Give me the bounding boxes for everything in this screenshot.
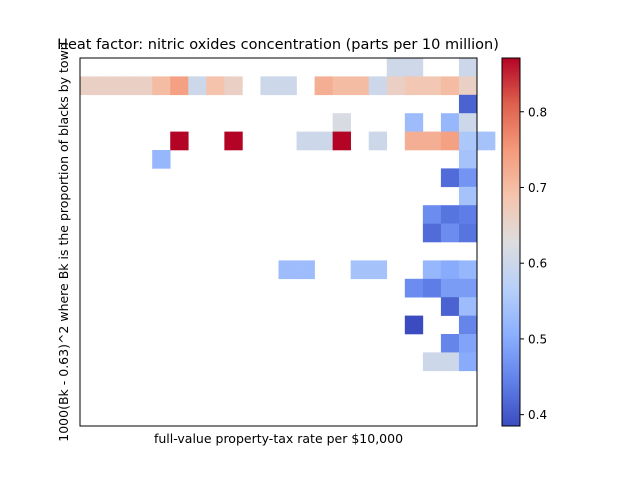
heatmap-cell [422, 352, 442, 372]
heatmap-cell [458, 131, 478, 151]
heatmap-cell [458, 334, 478, 353]
heatmap-cell [440, 113, 460, 132]
heatmap-cell [422, 76, 442, 96]
heatmap-cell [260, 76, 279, 96]
heatmap-cell [458, 58, 478, 77]
colorbar-tick-label: 0.4 [528, 408, 547, 422]
heatmap-cell [458, 168, 478, 188]
heatmap-cell [332, 113, 351, 132]
heatmap-cell [458, 260, 478, 280]
heatmap-cell [422, 205, 442, 224]
heatmap-cell [332, 131, 351, 151]
heatmap-cell [404, 76, 424, 96]
heatmap-cell [170, 76, 189, 96]
heatmap-cell [188, 76, 207, 96]
colorbar-ticks: 0.4 0.5 0.6 0.7 0.8 [520, 105, 547, 422]
colorbar-tick-label: 0.7 [528, 181, 547, 195]
heatmap-cell [332, 76, 351, 96]
y-axis-label: 1000(Bk - 0.63)^2 where Bk is the propor… [56, 42, 71, 441]
x-axis-label: full-value property-tax rate per $10,000 [154, 431, 403, 446]
heatmap-cell [404, 113, 424, 132]
heatmap-cell [80, 76, 99, 96]
heatmap-cell [458, 76, 478, 96]
heatmap-cell [152, 150, 171, 169]
heatmap-cell [440, 223, 460, 243]
heatmap-cell [458, 297, 478, 316]
heatmap-cell [350, 76, 370, 96]
heatmap-cell [350, 260, 370, 280]
heatmap-cell [458, 315, 478, 335]
chart-title: Heat factor: nitric oxides concentration… [57, 37, 499, 53]
heatmap-cell [458, 94, 478, 114]
heatmap-cell [458, 278, 478, 298]
colorbar-tick-label: 0.8 [528, 105, 547, 119]
heatmap-cell [404, 131, 424, 151]
plot-frame [79, 57, 478, 427]
heatmap-cell [278, 260, 297, 280]
heatmap-cell [98, 76, 117, 96]
heatmap-cell [422, 131, 442, 151]
heatmap-cell [224, 76, 243, 96]
heatmap-cell [422, 223, 442, 243]
heatmap-cell [404, 278, 424, 298]
heatmap-cell [440, 278, 460, 298]
heatmap-cell [386, 76, 406, 96]
heatmap-cell [152, 76, 171, 96]
heatmap-cell [440, 352, 460, 372]
heatmap-cells [80, 58, 496, 372]
heatmap-cell [404, 315, 424, 335]
heatmap-cell [278, 76, 297, 96]
colorbar-tick-label: 0.6 [528, 257, 547, 271]
heatmap-cell [314, 76, 333, 96]
heatmap-cell [440, 205, 460, 224]
heatmap-cell [368, 131, 388, 151]
heatmap-cell [440, 260, 460, 280]
colorbar-tick-label: 0.5 [528, 332, 547, 346]
heatmap-cell [458, 186, 478, 206]
heatmap-cell [440, 334, 460, 353]
heatmap-cell [224, 131, 243, 151]
heatmap-cell [440, 76, 460, 96]
heatmap-cell [458, 113, 478, 132]
heatmap-cell [116, 76, 135, 96]
heatmap-cell [206, 76, 225, 96]
heatmap-cell [404, 58, 424, 77]
heatmap-cell [386, 58, 406, 77]
heatmap-cell [458, 150, 478, 169]
heatmap-cell [458, 352, 478, 372]
heatmap-cell [422, 260, 442, 280]
heatmap-cell [422, 278, 442, 298]
heatmap-cell [458, 223, 478, 243]
heatmap-cell [170, 131, 189, 151]
heatmap-cell [368, 260, 388, 280]
heatmap-cell [368, 76, 388, 96]
heatmap-cell [314, 131, 333, 151]
heatmap-cell [440, 168, 460, 188]
heatmap-cell [440, 297, 460, 316]
heatmap-cell [296, 131, 315, 151]
heatmap-cell [440, 131, 460, 151]
heatmap-cell [296, 260, 315, 280]
heatmap-cell [458, 205, 478, 224]
heatmap-cell [134, 76, 153, 96]
colorbar [501, 57, 521, 427]
heatmap-cell [477, 131, 496, 151]
